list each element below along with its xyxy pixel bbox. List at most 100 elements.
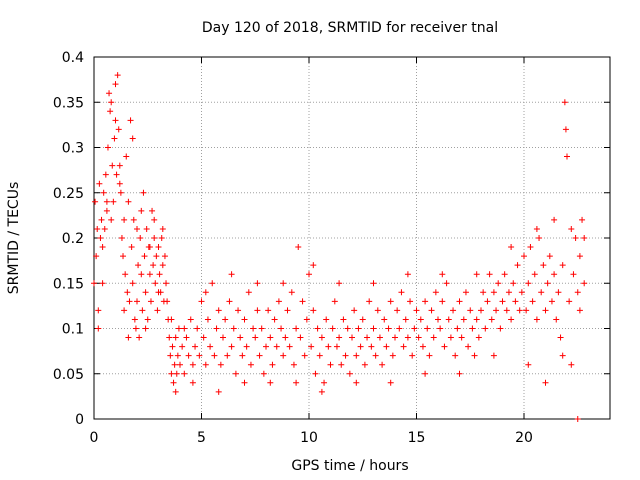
- data-point: [269, 361, 276, 368]
- data-point: [533, 316, 540, 323]
- data-point: [128, 244, 135, 251]
- data-point: [473, 271, 480, 278]
- data-point: [359, 316, 366, 323]
- data-point: [254, 307, 261, 314]
- data-point: [299, 298, 306, 305]
- data-point: [314, 325, 321, 332]
- data-point: [329, 325, 336, 332]
- x-tick-label: 10: [300, 430, 318, 446]
- data-point: [310, 262, 317, 269]
- data-point: [473, 316, 480, 323]
- data-point: [460, 316, 467, 323]
- data-point: [581, 235, 588, 241]
- data-point: [562, 126, 569, 133]
- data-point: [559, 262, 566, 269]
- data-point: [146, 244, 153, 251]
- data-point: [132, 325, 139, 332]
- data-point: [338, 361, 345, 368]
- data-point: [396, 325, 403, 332]
- data-point: [125, 198, 132, 205]
- data-point: [228, 343, 235, 350]
- data-point: [158, 235, 165, 241]
- data-point: [531, 271, 538, 278]
- data-point: [258, 325, 265, 332]
- data-point: [215, 307, 222, 314]
- data-point: [456, 298, 463, 305]
- data-point: [576, 253, 583, 260]
- data-point: [555, 289, 562, 296]
- data-point: [387, 298, 394, 305]
- data-point: [447, 334, 454, 341]
- data-point: [306, 271, 312, 278]
- data-point: [134, 225, 140, 232]
- data-point: [355, 325, 362, 332]
- data-point: [149, 207, 156, 214]
- data-point: [437, 325, 444, 332]
- data-point: [99, 280, 106, 287]
- data-point: [499, 298, 506, 305]
- data-point: [340, 316, 347, 323]
- data-point: [151, 216, 158, 223]
- data-point: [187, 316, 194, 323]
- data-point: [267, 379, 274, 386]
- data-point: [523, 307, 530, 314]
- data-point: [273, 343, 280, 350]
- data-point: [415, 334, 422, 341]
- data-point: [112, 81, 119, 88]
- data-point: [542, 379, 549, 386]
- data-point: [400, 343, 407, 350]
- data-point: [114, 72, 121, 79]
- data-point: [346, 370, 353, 377]
- data-point: [151, 235, 158, 241]
- data-point: [204, 316, 211, 323]
- data-point: [95, 307, 102, 314]
- y-tick-label: 0: [75, 412, 84, 428]
- y-axis-label: SRMTID / TECUs: [6, 182, 22, 295]
- data-point: [263, 343, 269, 350]
- x-tick-label: 15: [408, 430, 426, 446]
- data-point: [465, 343, 472, 350]
- data-point: [117, 189, 124, 196]
- data-point: [336, 334, 343, 341]
- data-point: [402, 316, 409, 323]
- data-point: [168, 370, 175, 377]
- data-point: [525, 280, 532, 287]
- data-point: [159, 262, 166, 269]
- data-point: [544, 280, 551, 287]
- data-point: [124, 289, 131, 296]
- data-point: [566, 298, 573, 305]
- data-point: [374, 307, 381, 314]
- data-point: [422, 370, 429, 377]
- data-point: [561, 99, 568, 106]
- data-point: [222, 316, 229, 323]
- data-point: [185, 352, 192, 359]
- data-point: [126, 298, 133, 305]
- data-point: [497, 325, 504, 332]
- data-point: [521, 253, 527, 260]
- y-tick-label: 0.1: [62, 322, 84, 338]
- data-point: [169, 343, 176, 350]
- data-point: [529, 298, 536, 305]
- data-point: [232, 370, 239, 377]
- data-point: [370, 280, 377, 287]
- data-point: [181, 370, 188, 377]
- data-point: [570, 271, 577, 278]
- data-point: [171, 361, 178, 368]
- data-point: [92, 198, 99, 205]
- data-point: [342, 352, 349, 359]
- data-point: [486, 271, 493, 278]
- y-tick-label: 0.2: [62, 231, 84, 247]
- data-point: [239, 352, 246, 359]
- data-point: [303, 316, 310, 323]
- data-point: [142, 289, 149, 296]
- data-point: [183, 334, 190, 341]
- data-point: [228, 271, 235, 278]
- data-point: [134, 298, 140, 305]
- data-point: [202, 361, 209, 368]
- data-point: [456, 370, 463, 377]
- data-point: [411, 325, 418, 332]
- data-point: [424, 325, 431, 332]
- data-point: [372, 352, 379, 359]
- data-point: [361, 361, 368, 368]
